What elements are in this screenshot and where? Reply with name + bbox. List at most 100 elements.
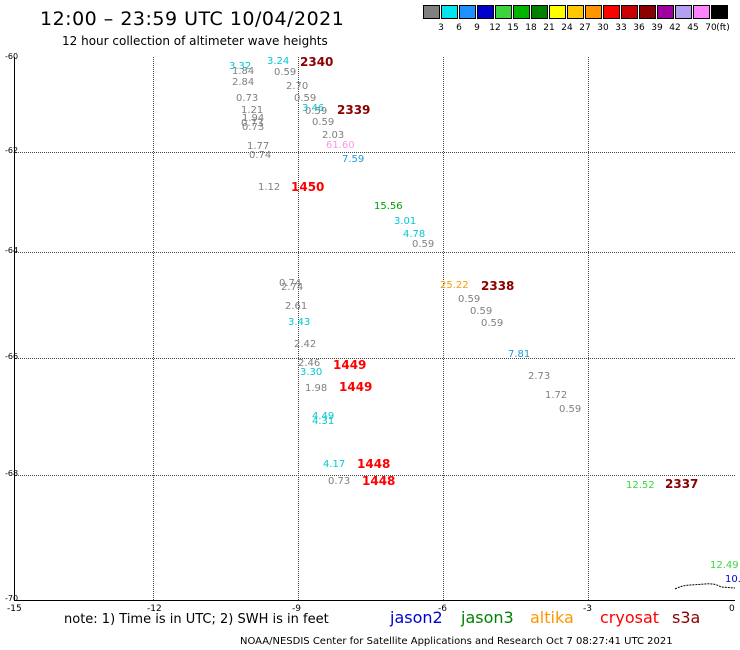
legend-swatch bbox=[441, 5, 458, 19]
wave-height-label: 2.46 bbox=[298, 358, 321, 369]
lat-label: -68 bbox=[5, 469, 19, 478]
satellite-name: altika bbox=[530, 608, 574, 627]
wave-height-label: 0.59 bbox=[412, 239, 435, 250]
wave-height-label: 2.73 bbox=[528, 371, 551, 382]
wave-height-label: 3.43 bbox=[288, 317, 311, 328]
lon-label: -3 bbox=[583, 604, 592, 614]
legend-label: 24 bbox=[561, 23, 573, 33]
lon-label: -9 bbox=[292, 604, 301, 614]
wave-height-label: 1.98 bbox=[305, 383, 328, 394]
wave-height-label: 0.74 bbox=[279, 278, 302, 289]
legend-label: 45 bbox=[687, 23, 699, 33]
coastline bbox=[674, 583, 735, 590]
pass-time-label: 1448 bbox=[357, 457, 391, 471]
lat-label: -64 bbox=[5, 246, 19, 255]
wave-height-label: 3.24 bbox=[267, 56, 290, 67]
lat-label: -66 bbox=[5, 352, 19, 361]
legend-label: 33 bbox=[615, 23, 627, 33]
wave-height-label: 2.42 bbox=[294, 339, 317, 350]
legend-label: 42 bbox=[669, 23, 681, 33]
wave-height-label: 3.30 bbox=[300, 367, 323, 378]
legend-label: 21 bbox=[543, 23, 555, 33]
wave-height-label: 4.17 bbox=[323, 459, 346, 470]
legend-swatch bbox=[513, 5, 530, 19]
wave-height-label: 61.60 bbox=[326, 140, 355, 151]
wave-height-label: 0.59 bbox=[470, 306, 493, 317]
wave-height-label: 0.59 bbox=[481, 318, 504, 329]
legend-label: 39 bbox=[651, 23, 663, 33]
wave-height-label: 1.21 bbox=[241, 105, 264, 116]
wave-height-label: 4.49 bbox=[312, 411, 335, 422]
map-title: 12:00 – 23:59 UTC 10/04/2021 bbox=[40, 8, 345, 30]
pass-time-label: 2337 bbox=[665, 477, 699, 491]
legend-label: 9 bbox=[474, 23, 480, 33]
grid-line-lon bbox=[298, 57, 299, 600]
grid-line-lat bbox=[15, 152, 735, 153]
satellite-name: jason2 bbox=[390, 608, 443, 627]
satellite-name: jason3 bbox=[461, 608, 514, 627]
wave-height-label: 0.73 bbox=[242, 122, 265, 133]
wave-height-label: 2.03 bbox=[322, 130, 345, 141]
legend-swatch bbox=[477, 5, 494, 19]
wave-height-label: 0.59 bbox=[312, 117, 335, 128]
legend-swatch bbox=[621, 5, 638, 19]
wave-height-label: 0.73 bbox=[328, 476, 351, 487]
lat-label: -70 bbox=[5, 594, 19, 603]
wave-height-label: 3.46 bbox=[302, 103, 325, 114]
legend-swatch bbox=[495, 5, 512, 19]
legend-label: 36 bbox=[633, 23, 645, 33]
legend-swatch bbox=[639, 5, 656, 19]
pass-time-label: 1449 bbox=[333, 358, 367, 372]
map-plot-area bbox=[14, 57, 735, 601]
satellite-name: cryosat bbox=[600, 608, 660, 627]
lon-label: -15 bbox=[7, 604, 22, 614]
legend-swatch bbox=[459, 5, 476, 19]
pass-time-label: 1449 bbox=[339, 380, 373, 394]
wave-height-label: 4.78 bbox=[403, 229, 426, 240]
legend-label: 3 bbox=[438, 23, 444, 33]
wave-height-label: 1.12 bbox=[258, 182, 281, 193]
grid-line-lat bbox=[15, 252, 735, 253]
pass-time-label: 2338 bbox=[481, 279, 515, 293]
legend-swatch bbox=[585, 5, 602, 19]
pass-time-label: 1450 bbox=[291, 180, 325, 194]
wave-height-label: 7.81 bbox=[508, 349, 531, 360]
map-subtitle: 12 hour collection of altimeter wave hei… bbox=[62, 34, 328, 48]
wave-height-label: 25.22 bbox=[440, 280, 469, 291]
lat-label: -62 bbox=[5, 146, 19, 155]
wave-height-label: 0.59 bbox=[274, 67, 297, 78]
grid-line-lat bbox=[15, 475, 735, 476]
wave-height-label: 12.52 bbox=[626, 480, 655, 491]
wave-height-label: 1.77 bbox=[247, 141, 270, 152]
wave-height-label: 0.74 bbox=[249, 150, 272, 161]
wave-height-label: 0.73 bbox=[241, 118, 264, 129]
legend-label: 27 bbox=[579, 23, 591, 33]
wave-height-label: 0.59 bbox=[305, 106, 328, 117]
wave-height-label: 2.84 bbox=[232, 77, 255, 88]
wave-height-label: 3.32 bbox=[229, 61, 252, 72]
lon-label: -6 bbox=[438, 604, 447, 614]
legend-swatch bbox=[675, 5, 692, 19]
wave-height-label: 0.59 bbox=[294, 93, 317, 104]
legend-swatch bbox=[531, 5, 548, 19]
wave-height-label: 10. bbox=[725, 574, 740, 585]
wave-height-label: 0.59 bbox=[458, 294, 481, 305]
wave-height-label: 2.61 bbox=[285, 301, 308, 312]
grid-line-lat bbox=[15, 358, 735, 359]
legend-label: 70 bbox=[705, 23, 717, 33]
pass-time-label: 2340 bbox=[300, 55, 334, 69]
legend-swatch bbox=[711, 5, 728, 19]
legend-label: 30 bbox=[597, 23, 609, 33]
pass-time-label: 2339 bbox=[337, 103, 371, 117]
wave-height-label: 0.73 bbox=[236, 93, 259, 104]
wave-height-label: 12.49 bbox=[710, 560, 739, 571]
lat-label: -60 bbox=[5, 52, 19, 61]
wave-height-label: 0.59 bbox=[559, 404, 582, 415]
units-note: note: 1) Time is in UTC; 2) SWH is in fe… bbox=[64, 612, 329, 627]
wave-height-label: 2.70 bbox=[286, 81, 309, 92]
legend-label: 6 bbox=[456, 23, 462, 33]
wave-height-label: 1.72 bbox=[545, 390, 568, 401]
grid-line-lon bbox=[588, 57, 589, 600]
satellite-name: s3a bbox=[672, 608, 701, 627]
lon-label: 0 bbox=[729, 604, 735, 614]
